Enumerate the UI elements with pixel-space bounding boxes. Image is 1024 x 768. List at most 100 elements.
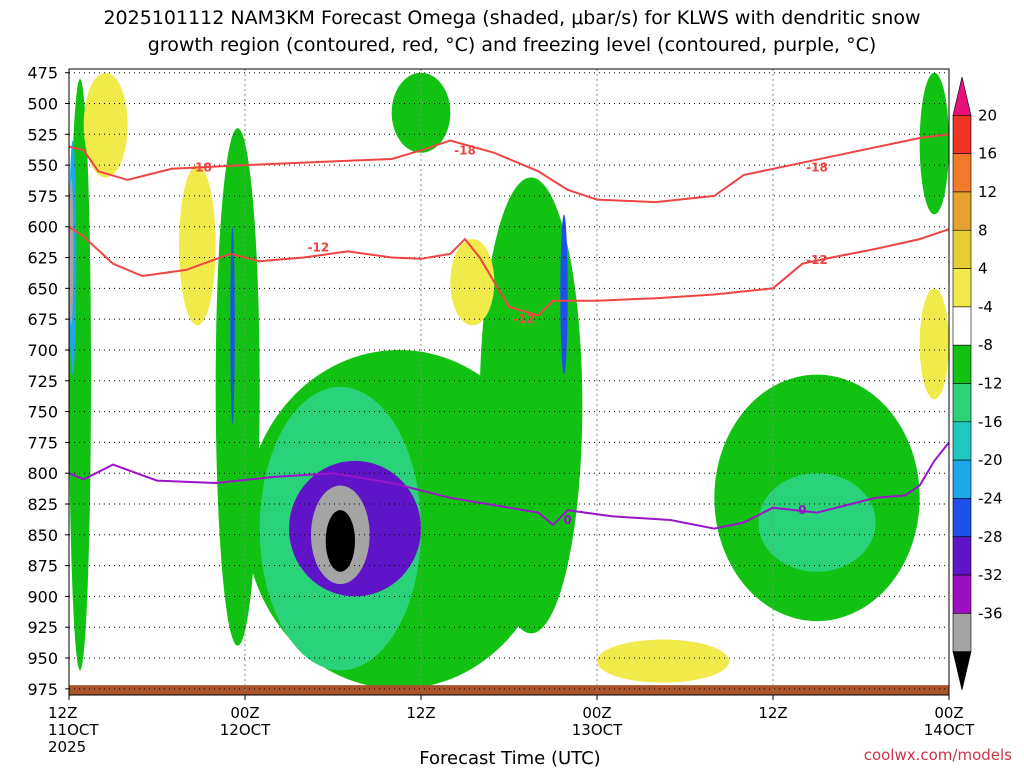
omega-region <box>758 473 876 572</box>
contour-label: 0 <box>563 513 571 527</box>
omega-region <box>230 226 235 424</box>
y-tick-label: 875 <box>27 557 58 576</box>
grid-layer <box>69 69 949 695</box>
y-tick-label: 750 <box>27 403 58 422</box>
colorbar: 20 16 12 8 4 -4 -8 -12 -16 -20 -24 -28 -32 -36 <box>952 76 1003 691</box>
contour-label: -18 <box>454 143 476 157</box>
contour-layer: -18 -18 -18 -12 -12 -12 0 0 <box>69 133 949 530</box>
contour-line <box>69 225 949 317</box>
contour-line <box>69 133 949 204</box>
colorbar-label: -24 <box>978 489 1003 507</box>
terrain-band <box>69 685 949 695</box>
title-line-2: growth region (contoured, red, °C) and f… <box>148 34 877 56</box>
y-tick-label: 975 <box>27 680 58 699</box>
colorbar-segment <box>952 383 972 423</box>
colorbar-segment <box>952 536 972 576</box>
colorbar-label: -20 <box>978 451 1003 469</box>
y-tick-label: 725 <box>27 372 58 391</box>
colorbar-label: -32 <box>978 566 1003 584</box>
omega-region <box>560 214 568 375</box>
y-tick-label: 700 <box>27 341 58 360</box>
colorbar-label: 20 <box>978 106 997 124</box>
omega-fill-layer <box>69 72 949 689</box>
x-axis-label: Forecast Time (UTC) <box>419 748 600 768</box>
x-tick-label: 11OCT <box>48 721 99 739</box>
colorbar-segment <box>952 115 972 154</box>
y-axis: 475 500 525 550 575 600 625 650 675 700 725 750 775 8… <box>27 64 69 699</box>
y-tick-label: 600 <box>27 218 58 237</box>
y-tick-label: 800 <box>27 464 58 483</box>
omega-region <box>919 288 949 400</box>
x-tick-label: 14OCT <box>924 721 975 739</box>
omega-region <box>179 165 216 326</box>
colorbar-label: 8 <box>978 221 988 239</box>
omega-region <box>325 510 356 572</box>
y-tick-label: 900 <box>27 587 58 606</box>
omega-region <box>919 72 949 215</box>
colorbar-label: 16 <box>978 145 997 163</box>
colorbar-label: 4 <box>978 260 988 278</box>
colorbar-cap-top <box>952 76 972 116</box>
credit-text: coolwx.com/models <box>864 746 1012 764</box>
colorbar-label: -16 <box>978 413 1003 431</box>
contour-label: -12 <box>513 312 535 326</box>
colorbar-segment <box>952 421 972 461</box>
colorbar-cap-bottom <box>952 651 972 691</box>
omega-region <box>450 239 495 326</box>
y-tick-label: 850 <box>27 526 58 545</box>
contour-label: -12 <box>307 241 329 255</box>
omega-region <box>83 72 128 178</box>
colorbar-segment <box>952 268 972 308</box>
colorbar-segment <box>952 613 972 652</box>
colorbar-segment <box>952 306 972 346</box>
omega-region <box>479 177 583 634</box>
x-tick-label: 00Z <box>934 704 963 722</box>
contour-label: -12 <box>806 253 828 267</box>
contour-label: -18 <box>806 161 828 175</box>
contour-line <box>69 441 949 530</box>
colorbar-segment <box>952 344 972 384</box>
colorbar-segment <box>952 459 972 499</box>
title-line-1: 2025101112 NAM3KM Forecast Omega (shaded… <box>103 7 920 29</box>
x-tick-label: 00Z <box>582 704 611 722</box>
terrain-layer <box>69 685 949 695</box>
x-tick-label: 12OCT <box>220 721 271 739</box>
x-tick-label: 12Z <box>406 704 435 722</box>
y-tick-label: 625 <box>27 249 58 268</box>
colorbar-label: -36 <box>978 604 1003 622</box>
plot-frame <box>68 68 950 696</box>
y-tick-label: 550 <box>27 156 58 175</box>
x-tick-label: 12Z <box>48 704 77 722</box>
colorbar-segment <box>952 229 972 269</box>
y-tick-label: 650 <box>27 279 58 298</box>
omega-region <box>391 72 451 153</box>
chart-title: 2025101112 NAM3KM Forecast Omega (shaded… <box>103 7 920 56</box>
y-tick-label: 675 <box>27 310 58 329</box>
colorbar-segment <box>952 191 972 231</box>
y-tick-label: 775 <box>27 433 58 452</box>
colorbar-label: 12 <box>978 183 997 201</box>
y-tick-label: 575 <box>27 187 58 206</box>
y-tick-label: 825 <box>27 495 58 514</box>
y-tick-label: 500 <box>27 95 58 114</box>
y-tick-label: 525 <box>27 125 58 144</box>
colorbar-label: -4 <box>978 298 993 316</box>
contour-label: -18 <box>190 161 212 175</box>
colorbar-label: -12 <box>978 375 1003 393</box>
omega-region <box>597 639 729 683</box>
colorbar-segment <box>952 153 972 193</box>
y-tick-label: 950 <box>27 649 58 668</box>
contour-label: 0 <box>798 503 806 517</box>
colorbar-segment <box>952 574 972 614</box>
x-tick-label: 12Z <box>758 704 787 722</box>
omega-region <box>69 177 74 326</box>
x-tick-label: 13OCT <box>572 721 623 739</box>
colorbar-label: -8 <box>978 336 993 354</box>
y-tick-label: 475 <box>27 64 58 83</box>
y-tick-label: 925 <box>27 618 58 637</box>
x-tick-label: 2025 <box>48 738 86 756</box>
colorbar-label: -28 <box>978 528 1003 546</box>
x-tick-label: 00Z <box>230 704 259 722</box>
